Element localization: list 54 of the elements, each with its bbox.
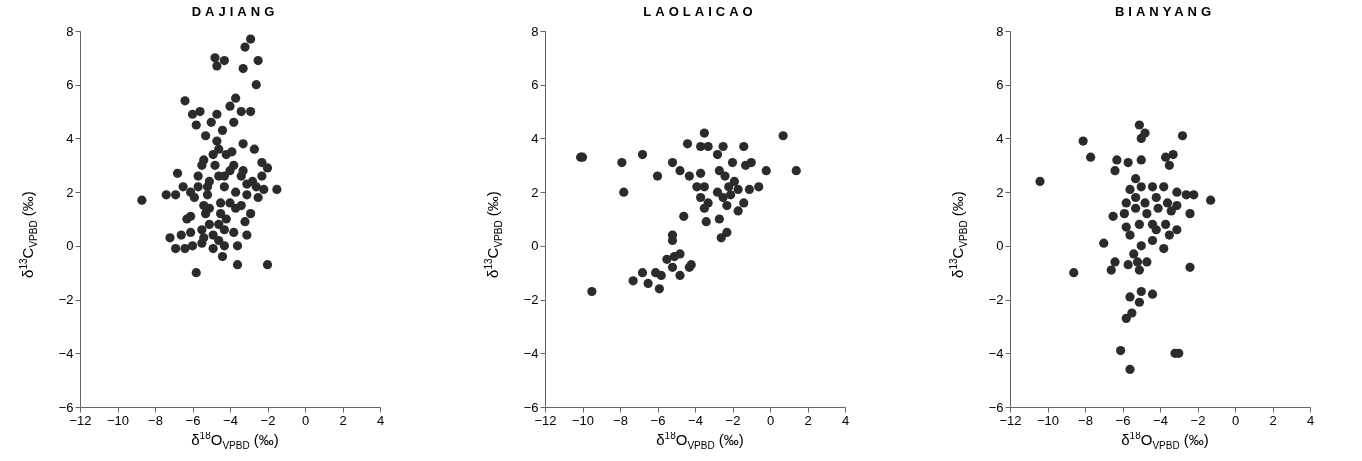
- x-tick-label: 2: [1269, 412, 1277, 428]
- y-tick-label: 2: [531, 184, 539, 200]
- y-tick-label: −2: [58, 292, 74, 308]
- x-tick-label: 2: [339, 412, 347, 428]
- y-tick-label: 2: [66, 184, 74, 200]
- x-tick-label: −6: [650, 412, 666, 428]
- x-tick-label: 4: [841, 412, 850, 428]
- y-tick-label: 0: [531, 238, 539, 254]
- y-tick-label: −6: [523, 399, 539, 415]
- chart-title: BIANYANG: [1113, 4, 1217, 19]
- x-tick-label: 4: [1306, 412, 1315, 428]
- x-tick-label: −2: [260, 412, 276, 428]
- y-tick-label: −2: [988, 292, 1004, 308]
- x-tick-label: −12: [999, 412, 1022, 428]
- chart-title: DAJIANG: [190, 4, 280, 19]
- x-tick-label: −10: [571, 412, 595, 428]
- y-tick-label: 6: [66, 77, 74, 93]
- x-tick-label: 4: [376, 412, 385, 428]
- x-tick-label: −10: [106, 412, 130, 428]
- x-tick-label: 0: [301, 412, 310, 428]
- x-tick-label: 2: [804, 412, 812, 428]
- x-tick-label: −12: [534, 412, 557, 428]
- x-tick-label: −2: [1190, 412, 1206, 428]
- x-tick-label: −8: [1078, 412, 1093, 428]
- y-tick-label: 4: [996, 130, 1004, 146]
- y-tick-label: 8: [996, 23, 1004, 39]
- y-tick-label: 8: [531, 23, 539, 39]
- x-tick-label: 0: [1231, 412, 1240, 428]
- y-tick-label: −6: [988, 399, 1004, 415]
- y-tick-label: 6: [996, 77, 1004, 93]
- y-tick-label: 4: [66, 130, 74, 146]
- x-tick-label: −8: [148, 412, 163, 428]
- x-tick-label: −6: [185, 412, 201, 428]
- x-tick-label: −2: [725, 412, 741, 428]
- chart-title: LAOLAICAO: [642, 4, 758, 19]
- x-tick-label: −10: [1036, 412, 1060, 428]
- x-tick-label: −12: [69, 412, 92, 428]
- x-tick-label: −8: [613, 412, 628, 428]
- y-tick-label: −4: [988, 345, 1004, 361]
- x-tick-label: 0: [766, 412, 775, 428]
- y-tick-label: −6: [58, 399, 74, 415]
- y-tick-label: −4: [58, 345, 74, 361]
- y-tick-label: 2: [996, 184, 1004, 200]
- x-tick-label: −4: [688, 412, 703, 428]
- y-tick-label: 0: [996, 238, 1004, 254]
- y-tick-label: 8: [66, 23, 74, 39]
- x-tick-label: −4: [223, 412, 238, 428]
- y-tick-label: 0: [66, 238, 74, 254]
- y-tick-label: 6: [531, 77, 539, 93]
- x-tick-label: −6: [1115, 412, 1131, 428]
- x-tick-label: −4: [1153, 412, 1168, 428]
- y-tick-label: −2: [523, 292, 539, 308]
- y-tick-label: 4: [531, 130, 539, 146]
- y-tick-label: −4: [523, 345, 539, 361]
